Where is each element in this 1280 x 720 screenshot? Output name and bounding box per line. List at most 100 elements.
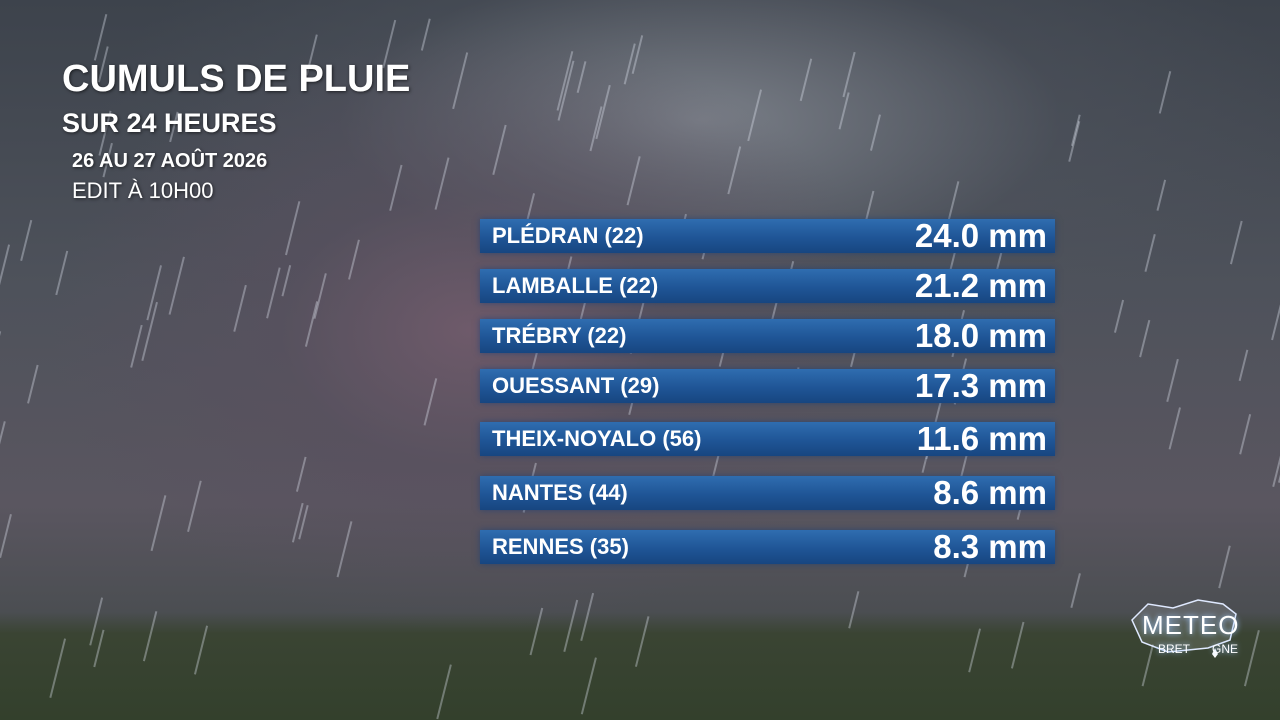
rain-streak — [848, 591, 860, 629]
rain-streak — [631, 35, 644, 75]
rain-streak — [142, 611, 158, 662]
rain-streak — [389, 164, 403, 211]
rain-streak — [626, 156, 641, 206]
rain-streak — [1141, 644, 1154, 687]
rainfall-value: 18.0 mm — [914, 317, 1047, 354]
table-row: NANTES (44) 8.6 mm — [480, 474, 1055, 511]
title: CUMULS DE PLUIE — [62, 58, 411, 100]
rain-streak — [580, 657, 597, 715]
rain-streak — [799, 58, 813, 102]
rain-streak — [348, 239, 360, 280]
table-row: PLÉDRAN (22) 24.0 mm — [480, 217, 1055, 254]
rain-streak — [168, 256, 185, 315]
station-name: TRÉBRY (22) — [492, 323, 627, 348]
station-name: PLÉDRAN (22) — [492, 223, 644, 248]
rain-streak — [1156, 179, 1167, 211]
table-row: LAMBALLE (22) 21.2 mm — [480, 267, 1055, 304]
rain-streak — [557, 60, 575, 121]
rain-streak — [233, 284, 247, 332]
rain-streak — [492, 124, 507, 176]
rain-streak — [55, 250, 69, 296]
rain-streak — [89, 597, 104, 646]
rain-streak — [1070, 573, 1081, 609]
table-row: THEIX-NOYALO (56) 11.6 mm — [480, 420, 1055, 457]
rain-streak — [434, 157, 450, 210]
logo-shape — [1131, 599, 1237, 658]
rain-streak — [727, 146, 742, 195]
rain-streak — [1144, 234, 1156, 272]
rain-streak — [870, 114, 881, 151]
rain-streak — [98, 110, 112, 156]
rain-streak — [0, 514, 12, 559]
rain-streak — [529, 607, 544, 656]
rain-streak — [1113, 299, 1125, 333]
rain-streak — [452, 52, 469, 110]
rain-streak — [747, 89, 763, 142]
rain-streak — [838, 92, 850, 130]
rain-streak — [1168, 407, 1181, 450]
station-name: THEIX-NOYALO (56) — [492, 426, 702, 451]
rain-streak — [1068, 121, 1081, 162]
rain-streak — [595, 84, 611, 140]
rainfall-value: 24.0 mm — [914, 217, 1047, 254]
rain-streak — [420, 18, 431, 51]
logo: METEO BRET GNE — [1128, 590, 1248, 670]
logo-sub-right: GNE — [1212, 642, 1239, 656]
rain-streak — [291, 502, 304, 543]
rain-streak — [1243, 630, 1260, 687]
rain-streak — [281, 264, 292, 297]
rain-streak — [1218, 545, 1231, 589]
rain-streak — [193, 625, 209, 675]
edit-time: EDIT À 10H00 — [72, 178, 214, 203]
rainfall-value: 11.6 mm — [916, 420, 1047, 457]
rain-streak — [27, 364, 39, 404]
station-name: LAMBALLE (22) — [492, 273, 659, 298]
station-name: RENNES (35) — [492, 534, 629, 559]
rain-streak — [1158, 71, 1172, 114]
rain-streak — [1229, 220, 1243, 265]
date: 26 AU 27 AOÛT 2026 — [72, 150, 268, 172]
rain-streak — [305, 34, 318, 76]
rain-streak — [20, 219, 33, 262]
logo-title: METEO — [1142, 610, 1240, 640]
rainfall-value: 8.3 mm — [933, 528, 1047, 565]
rain-streak — [187, 480, 202, 532]
rain-streak — [93, 629, 105, 668]
rain-streak — [589, 106, 603, 152]
rain-streak — [842, 51, 856, 98]
table-row: OUESSANT (29) 17.3 mm — [480, 367, 1055, 404]
rain-streak — [141, 301, 158, 361]
rain-streak — [576, 61, 587, 93]
rainfall-value: 17.3 mm — [914, 367, 1047, 404]
rain-streak — [1272, 455, 1280, 488]
rain-streak — [580, 592, 595, 642]
rain-streak — [623, 43, 636, 85]
rain-streak — [1070, 114, 1081, 147]
rain-streak — [93, 14, 108, 61]
rain-streak — [130, 324, 143, 368]
table-row: RENNES (35) 8.3 mm — [480, 528, 1055, 565]
rain-streak — [150, 495, 167, 552]
rain-streak — [1239, 414, 1252, 455]
rainfall-value: 21.2 mm — [914, 267, 1047, 304]
rain-streak — [0, 244, 11, 286]
rain-streak — [97, 46, 109, 83]
rainfall-value: 8.6 mm — [933, 474, 1047, 511]
rain-streak — [436, 664, 452, 720]
station-name: NANTES (44) — [492, 480, 628, 505]
rain-streak — [1271, 304, 1280, 341]
rain-streak — [0, 421, 6, 445]
rain-streak — [146, 265, 163, 321]
logo-sub-left: BRET — [1158, 642, 1191, 656]
rain-streak — [284, 201, 301, 256]
rain-streak — [1010, 621, 1025, 669]
rain-streak — [336, 521, 353, 578]
rain-streak — [1238, 349, 1249, 382]
station-name: OUESSANT (29) — [492, 373, 660, 398]
table-row: TRÉBRY (22) 18.0 mm — [480, 317, 1055, 354]
rain-streak — [968, 628, 981, 673]
rain-streak — [563, 599, 579, 652]
rain-streak — [298, 505, 309, 540]
rain-streak — [266, 267, 281, 319]
